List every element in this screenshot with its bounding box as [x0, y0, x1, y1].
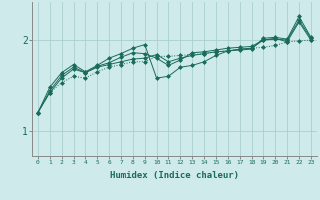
X-axis label: Humidex (Indice chaleur): Humidex (Indice chaleur)	[110, 171, 239, 180]
